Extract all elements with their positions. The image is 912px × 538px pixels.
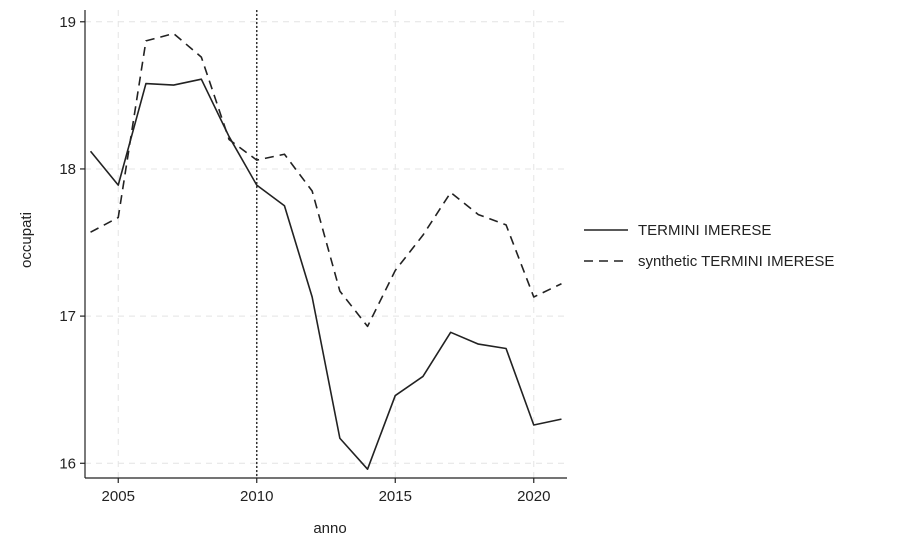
x-tick-label-2010: 2010 xyxy=(240,488,273,505)
y-tick-label-16: 16 xyxy=(59,455,76,472)
legend: TERMINI IMERESE synthetic TERMINI IMERES… xyxy=(584,222,834,270)
series-lines xyxy=(89,32,562,470)
x-tick-label-2015: 2015 xyxy=(379,488,412,505)
series-line-synthetic xyxy=(90,32,562,328)
legend-label-synthetic: synthetic TERMINI IMERESE xyxy=(638,253,834,270)
y-tick-label-17: 17 xyxy=(59,308,76,325)
y-tick-label-18: 18 xyxy=(59,161,76,178)
x-tick-label-2005: 2005 xyxy=(102,488,135,505)
x-tick-label-2020: 2020 xyxy=(517,488,550,505)
y-axis-title: occupati xyxy=(18,212,35,268)
axes: 2005 2010 2015 2020 16 17 18 19 xyxy=(59,10,567,505)
x-axis-title: anno xyxy=(313,520,346,537)
series-line-actual xyxy=(89,78,562,470)
legend-label-actual: TERMINI IMERESE xyxy=(638,222,771,239)
y-tick-label-19: 19 xyxy=(59,14,76,31)
